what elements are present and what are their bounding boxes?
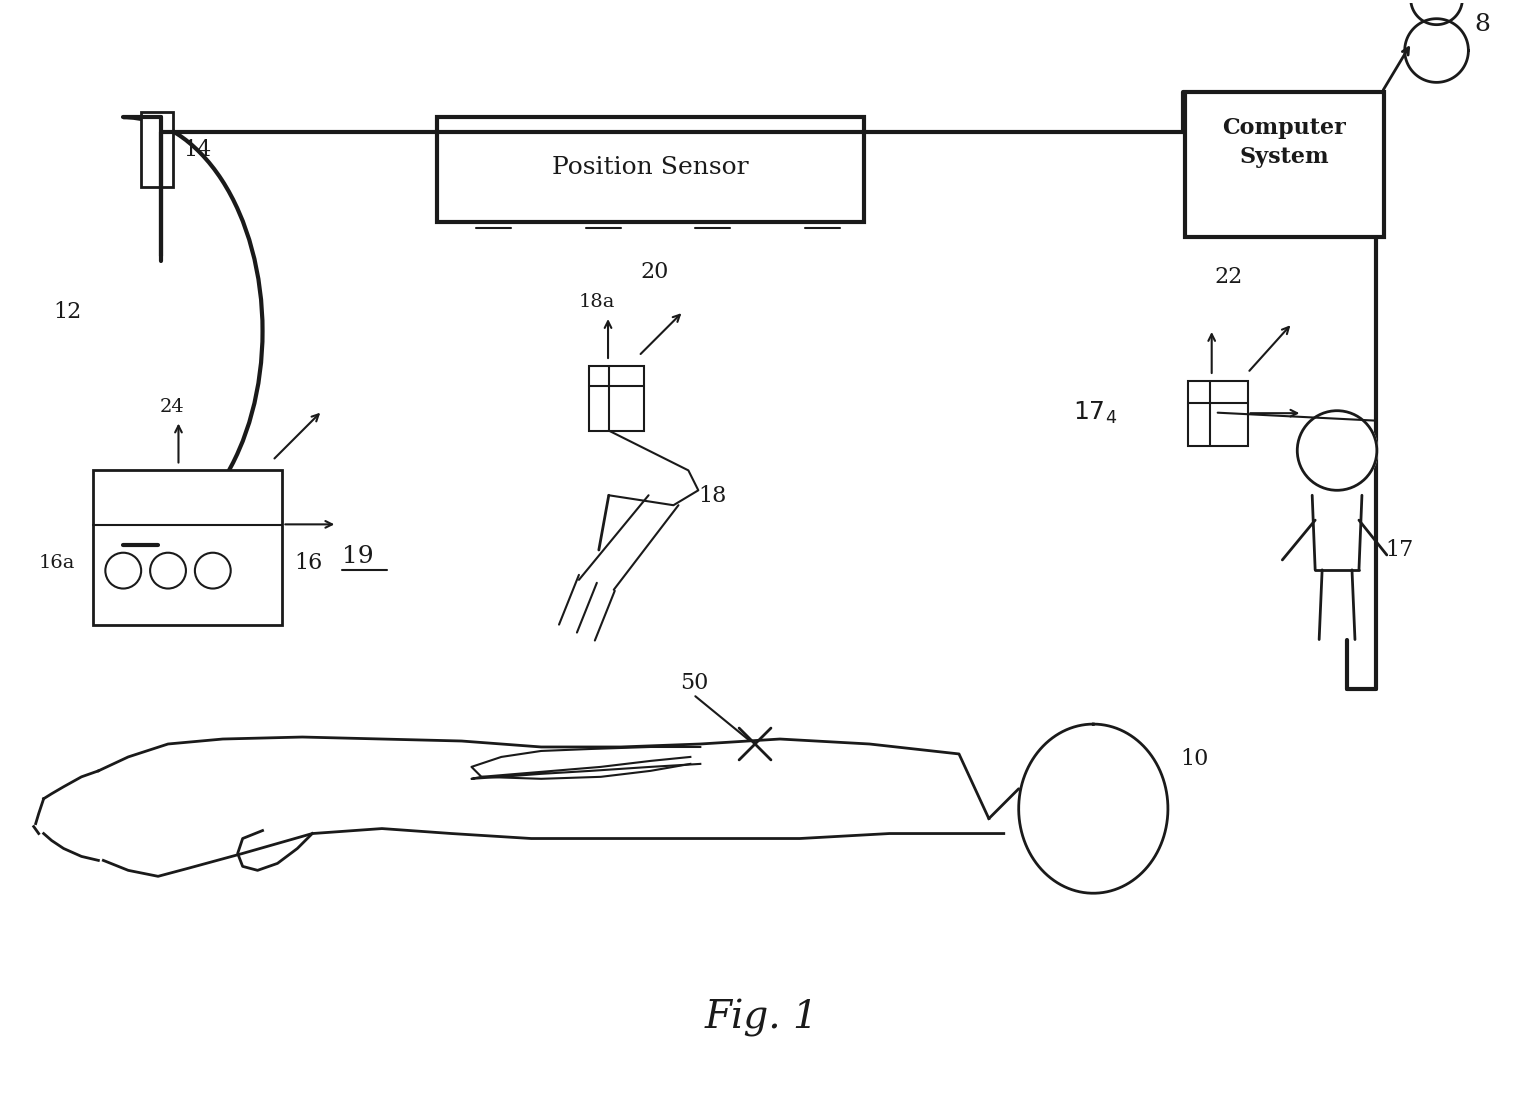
- Bar: [589, 365, 644, 431]
- Text: 14: 14: [183, 139, 212, 161]
- Text: 16: 16: [294, 551, 323, 574]
- Text: 19: 19: [342, 545, 374, 568]
- Text: $17_4$: $17_4$: [1073, 400, 1117, 427]
- Bar: [93, 470, 283, 625]
- Circle shape: [1297, 410, 1377, 490]
- Text: 10: 10: [1180, 748, 1208, 770]
- Text: 12: 12: [53, 301, 82, 323]
- Bar: [1187, 381, 1248, 445]
- Bar: [437, 117, 864, 222]
- Text: Position Sensor: Position Sensor: [552, 156, 749, 179]
- Text: 22: 22: [1215, 267, 1243, 289]
- Text: 20: 20: [641, 261, 670, 283]
- Text: 8: 8: [1475, 13, 1490, 36]
- Bar: [142, 113, 174, 187]
- Text: 18a: 18a: [578, 293, 615, 311]
- Text: 17: 17: [1385, 539, 1412, 561]
- Text: Fig. 1: Fig. 1: [705, 999, 817, 1037]
- Text: 24: 24: [160, 398, 184, 416]
- Text: 18: 18: [699, 486, 726, 508]
- Text: Computer
System: Computer System: [1222, 117, 1345, 168]
- Text: 50: 50: [680, 672, 709, 695]
- Text: 16a: 16a: [38, 554, 75, 572]
- Bar: [1184, 92, 1383, 236]
